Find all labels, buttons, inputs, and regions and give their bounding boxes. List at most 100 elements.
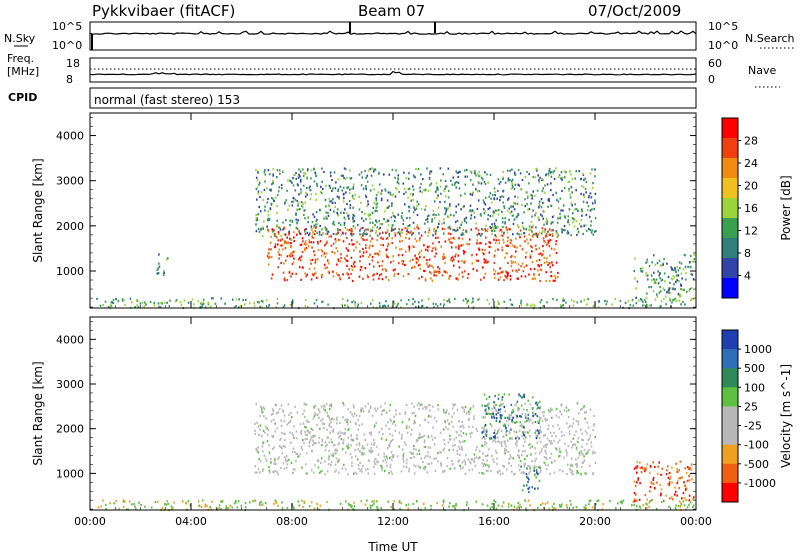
echo-pixel [536, 435, 539, 438]
echo-pixel [381, 223, 383, 226]
echo-pixel [501, 221, 504, 224]
echo-pixel [349, 206, 351, 209]
echo-pixel [575, 448, 578, 451]
echo-pixel [364, 405, 367, 408]
echo-pixel [290, 416, 293, 419]
echo-pixel [555, 407, 558, 410]
echo-pixel [541, 214, 543, 217]
echo-pixel [573, 208, 576, 211]
echo-pixel [276, 412, 278, 415]
echo-pixel [259, 424, 262, 427]
echo-pixel [498, 209, 500, 212]
echo-pixel [475, 188, 477, 191]
echo-pixel [458, 273, 460, 276]
echo-pixel [312, 273, 314, 276]
echo-pixel [420, 234, 423, 237]
echo-pixel [362, 219, 365, 222]
echo-pixel [322, 418, 324, 421]
echo-pixel [403, 187, 406, 190]
echo-pixel [385, 461, 388, 464]
echo-pixel [375, 229, 378, 232]
echo-pixel [526, 170, 528, 173]
echo-pixel [540, 417, 542, 420]
echo-pixel [567, 221, 569, 224]
echo-pixel [552, 171, 554, 174]
echo-pixel [687, 467, 690, 470]
echo-pixel [402, 458, 404, 461]
echo-pixel [376, 221, 378, 224]
echo-pixel [505, 226, 507, 229]
echo-pixel [276, 169, 279, 172]
echo-pixel [693, 496, 695, 499]
echo-pixel [483, 430, 485, 433]
echo-pixel [321, 444, 323, 447]
echo-pixel [567, 180, 570, 183]
echo-pixel [383, 452, 385, 455]
echo-pixel [313, 254, 316, 257]
echo-pixel [293, 257, 295, 260]
echo-pixel [304, 217, 306, 220]
echo-pixel [336, 211, 338, 215]
echo-pixel [474, 171, 476, 174]
echo-pixel [398, 431, 401, 434]
echo-pixel [524, 462, 527, 465]
echo-pixel [423, 188, 425, 191]
echo-pixel [371, 504, 374, 507]
echo-pixel [388, 205, 390, 208]
echo-pixel [501, 396, 504, 399]
echo-pixel [436, 502, 438, 505]
echo-pixel [433, 271, 435, 274]
echo-pixel [305, 472, 308, 475]
echo-pixel [505, 445, 507, 448]
echo-pixel [308, 186, 311, 189]
echo-pixel [558, 174, 561, 177]
echo-pixel [313, 267, 316, 270]
echo-pixel [326, 232, 329, 235]
echo-pixel [334, 238, 337, 241]
echo-pixel [292, 299, 294, 302]
echo-pixel [561, 231, 563, 234]
echo-pixel [548, 169, 551, 173]
echo-pixel [221, 500, 223, 503]
echo-pixel [481, 248, 484, 251]
echo-pixel [368, 214, 370, 218]
echo-pixel [539, 471, 541, 474]
echo-pixel [342, 174, 344, 177]
echo-pixel [282, 170, 284, 173]
echo-pixel [189, 504, 192, 507]
echo-pixel [346, 272, 348, 275]
x-tick-label: 16:00 [478, 515, 510, 528]
echo-pixel [565, 406, 567, 409]
echo-pixel [352, 187, 355, 190]
echo-pixel [501, 246, 503, 249]
echo-pixel [657, 270, 659, 273]
echo-pixel [538, 206, 540, 209]
echo-pixel [310, 193, 313, 196]
echo-pixel [589, 464, 591, 467]
echo-pixel [466, 302, 468, 305]
echo-pixel [509, 179, 511, 182]
echo-pixel [138, 501, 140, 504]
echo-pixel [450, 179, 452, 182]
echo-pixel [535, 167, 537, 170]
echo-pixel [461, 271, 463, 274]
echo-pixel [531, 246, 533, 249]
echo-pixel [523, 408, 525, 411]
echo-pixel [459, 170, 461, 173]
echo-pixel [408, 245, 410, 248]
echo-pixel [362, 407, 364, 410]
echo-pixel [382, 304, 385, 308]
echo-pixel [583, 459, 586, 462]
echo-pixel [300, 232, 302, 235]
echo-pixel [585, 452, 587, 455]
echo-pixel [451, 241, 453, 244]
echo-pixel [428, 245, 431, 248]
echo-pixel [528, 182, 530, 185]
echo-pixel [448, 412, 450, 415]
echo-pixel [346, 260, 349, 263]
echo-pixel [547, 241, 550, 244]
echo-pixel [358, 414, 361, 418]
echo-pixel [369, 228, 372, 231]
echo-pixel [519, 503, 521, 506]
echo-pixel [565, 504, 568, 507]
